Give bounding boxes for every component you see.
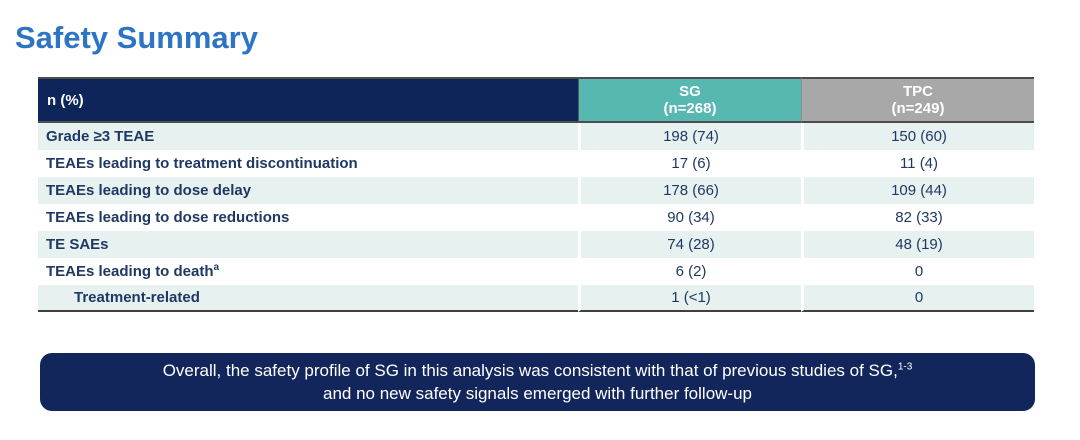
footnote-marker: a: [213, 262, 220, 273]
sg-value: 6 (2): [578, 258, 801, 285]
reference-superscript: 1-3: [897, 361, 913, 373]
sg-value: 74 (28): [578, 231, 801, 258]
row-label: Grade ≥3 TEAE: [38, 123, 578, 150]
banner-line-2: and no new safety signals emerged with f…: [322, 384, 752, 403]
banner-line-1: Overall, the safety profile of SG in thi…: [162, 361, 913, 380]
table-row: Grade ≥3 TEAE 198 (74) 150 (60): [38, 123, 1034, 150]
tpc-value: 0: [801, 258, 1034, 285]
tpc-value: 82 (33): [801, 204, 1034, 231]
table-body: Grade ≥3 TEAE 198 (74) 150 (60) TEAEs le…: [38, 123, 1034, 312]
row-label: TE SAEs: [38, 231, 578, 258]
summary-banner: Overall, the safety profile of SG in thi…: [40, 353, 1035, 411]
page-title: Safety Summary: [15, 20, 258, 55]
tpc-n-count: (n=249): [891, 100, 945, 117]
tpc-value: 48 (19): [801, 231, 1034, 258]
table-row: TEAEs leading to deatha 6 (2) 0: [38, 258, 1034, 285]
tpc-value: 150 (60): [801, 123, 1034, 150]
row-label: Treatment-related: [38, 285, 578, 312]
table-header: n (%) SG (n=268) TPC (n=249): [38, 77, 1034, 123]
row-label: TEAEs leading to dose delay: [38, 177, 578, 204]
safety-summary-table: n (%) SG (n=268) TPC (n=249) Grade ≥3 TE…: [38, 77, 1034, 312]
sg-value: 1 (<1): [578, 285, 801, 312]
sg-value: 90 (34): [578, 204, 801, 231]
tpc-value: 11 (4): [801, 150, 1034, 177]
header-tpc-column: TPC (n=249): [801, 77, 1034, 123]
table-row: TEAEs leading to dose delay 178 (66) 109…: [38, 177, 1034, 204]
sg-value: 17 (6): [578, 150, 801, 177]
table-row: TEAEs leading to treatment discontinuati…: [38, 150, 1034, 177]
sg-n-count: (n=268): [663, 100, 717, 117]
table-header-row: n (%) SG (n=268) TPC (n=249): [38, 77, 1034, 123]
sg-value: 178 (66): [578, 177, 801, 204]
tpc-label: TPC: [903, 83, 933, 100]
row-label: TEAEs leading to dose reductions: [38, 204, 578, 231]
tpc-value: 109 (44): [801, 177, 1034, 204]
table-row: Treatment-related 1 (<1) 0: [38, 285, 1034, 312]
row-label: TEAEs leading to deatha: [38, 258, 578, 285]
header-sg-column: SG (n=268): [578, 77, 801, 123]
sg-label: SG: [679, 83, 701, 100]
table-row: TE SAEs 74 (28) 48 (19): [38, 231, 1034, 258]
header-n-percent: n (%): [38, 77, 578, 123]
sg-value: 198 (74): [578, 123, 801, 150]
tpc-value: 0: [801, 285, 1034, 312]
row-label: TEAEs leading to treatment discontinuati…: [38, 150, 578, 177]
table-row: TEAEs leading to dose reductions 90 (34)…: [38, 204, 1034, 231]
